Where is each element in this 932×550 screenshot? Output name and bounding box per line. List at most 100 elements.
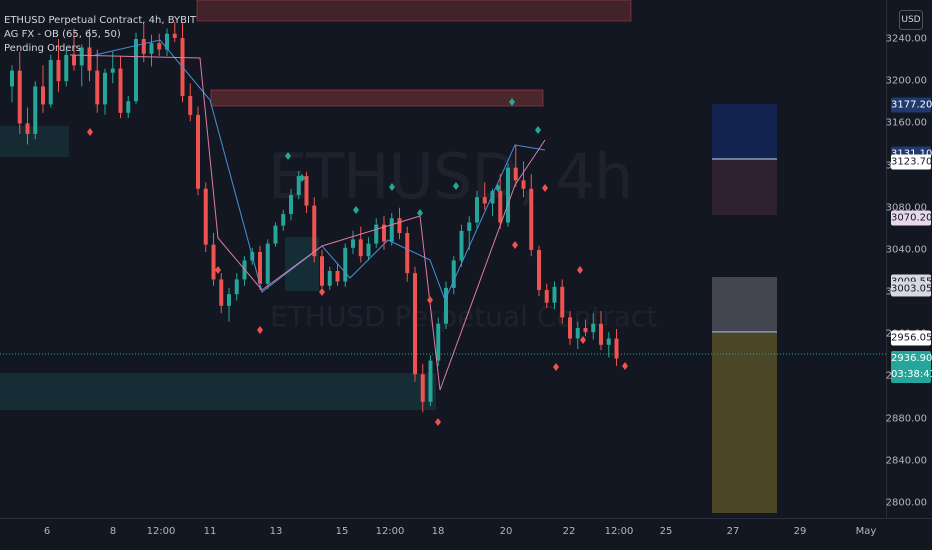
- swing-marker: [553, 363, 559, 371]
- candle-body: [196, 114, 200, 189]
- candle-body: [87, 47, 92, 71]
- candle-body: [281, 214, 286, 226]
- candle-body: [428, 360, 433, 402]
- candle-body: [48, 60, 53, 105]
- candle-body: [335, 271, 340, 282]
- candle-body: [614, 338, 619, 359]
- candle-body: [506, 167, 510, 223]
- candle-body: [397, 218, 402, 234]
- swing-marker: [427, 296, 433, 304]
- order-block-zone: [196, 0, 632, 22]
- candle-body: [33, 86, 38, 134]
- candle-body: [537, 249, 541, 290]
- candle-body: [575, 327, 580, 339]
- time-tick-label: 15: [335, 526, 349, 537]
- price-tag: 3177.20: [891, 97, 932, 113]
- bar-countdown: 03:38:41: [891, 368, 932, 380]
- indicator-title[interactable]: AG FX - OB (65, 65, 50): [4, 29, 121, 40]
- candle-body: [351, 239, 355, 248]
- candle-body: [234, 279, 239, 295]
- candle-body: [25, 123, 30, 134]
- time-axis[interactable]: 6 8 12:00 11 13 15 12:00 18 20 22 12:00 25 27 29 May: [0, 518, 932, 550]
- candle-body: [312, 205, 317, 257]
- candle-body: [304, 176, 309, 206]
- candle-body: [358, 239, 363, 257]
- price-tick-label: 2880.00: [885, 413, 927, 425]
- price-tag: 2956.05: [891, 330, 932, 346]
- time-tick-label: 20: [499, 526, 513, 537]
- time-tick-label: 13: [269, 526, 283, 537]
- current-price: 2936.90: [891, 352, 932, 364]
- candle-body: [327, 271, 332, 286]
- candle-body: [544, 289, 549, 303]
- candle-body: [211, 244, 216, 280]
- candle-body: [95, 70, 100, 105]
- candle-body: [560, 286, 565, 318]
- price-tick-label: 3080.00: [885, 202, 927, 214]
- price-chart[interactable]: [0, 0, 886, 518]
- currency-button[interactable]: USD: [899, 10, 923, 30]
- time-tick-label: 22: [562, 526, 576, 537]
- time-tick-label: 27: [726, 526, 740, 537]
- current-price-tag: 2936.90 03:38:41: [891, 350, 932, 383]
- candle-body: [320, 256, 324, 286]
- time-tick-label: May: [855, 526, 877, 537]
- swing-marker: [509, 98, 515, 106]
- candle-body: [134, 39, 138, 102]
- candle-body: [219, 279, 224, 306]
- candle-body: [56, 60, 61, 82]
- candle-body: [568, 317, 572, 339]
- time-tick-label: 18: [431, 526, 445, 537]
- price-tick-label: 3200.00: [885, 75, 927, 87]
- candle-body: [227, 294, 231, 306]
- candle-body: [490, 190, 495, 204]
- swing-marker: [87, 128, 93, 136]
- time-tick-label: 12:00: [604, 526, 634, 537]
- time-tick-label: 6: [43, 526, 51, 537]
- candle-body: [606, 338, 611, 345]
- time-tick-label: 29: [793, 526, 807, 537]
- time-tick-label: 8: [109, 526, 117, 537]
- candle-body: [126, 101, 131, 113]
- price-tag: 3070.20: [891, 210, 932, 226]
- candle-body: [172, 33, 177, 38]
- candle-body: [343, 247, 348, 282]
- swing-marker: [453, 182, 459, 190]
- candle-body: [467, 222, 472, 231]
- candle-body: [64, 54, 69, 82]
- pending-order-box: [712, 333, 777, 513]
- candle-body: [165, 33, 169, 50]
- pending-orders-label[interactable]: Pending Orders: [4, 43, 81, 54]
- price-axis[interactable]: USD 3240.003200.003160.003120.003080.003…: [886, 0, 932, 518]
- swing-marker: [257, 326, 263, 334]
- candle-body: [420, 374, 425, 402]
- candle-body: [451, 260, 456, 288]
- order-block-zone: [210, 89, 544, 107]
- candle-body: [296, 176, 301, 196]
- candle-body: [273, 225, 278, 244]
- candle-body: [17, 70, 22, 124]
- candle-body: [529, 188, 534, 250]
- chart-legend: ETHUSD Perpetual Contract, 4h, BYBIT AG …: [4, 14, 196, 56]
- price-tick-label: 3040.00: [885, 244, 927, 256]
- swing-marker: [435, 418, 441, 426]
- candle-body: [475, 197, 479, 223]
- candle-body: [188, 95, 193, 115]
- price-tag: 3123.70: [891, 154, 932, 170]
- pending-order-box: [712, 104, 777, 159]
- swing-marker: [319, 288, 325, 296]
- candle-body: [552, 286, 557, 303]
- swing-marker: [580, 336, 586, 344]
- candle-body: [444, 287, 448, 324]
- swing-marker: [389, 183, 395, 191]
- candle-body: [482, 197, 487, 204]
- candle-body: [413, 273, 417, 375]
- candle-body: [79, 47, 84, 66]
- swing-marker: [495, 184, 501, 192]
- symbol-title[interactable]: ETHUSD Perpetual Contract, 4h, BYBIT: [4, 15, 197, 26]
- chart-pane[interactable]: ETHUSD, 4h ETHUSD Perpetual Contract ETH…: [0, 0, 886, 518]
- swing-marker: [512, 241, 518, 249]
- candle-body: [498, 190, 503, 223]
- time-tick-label: 11: [203, 526, 217, 537]
- candle-body: [110, 68, 115, 73]
